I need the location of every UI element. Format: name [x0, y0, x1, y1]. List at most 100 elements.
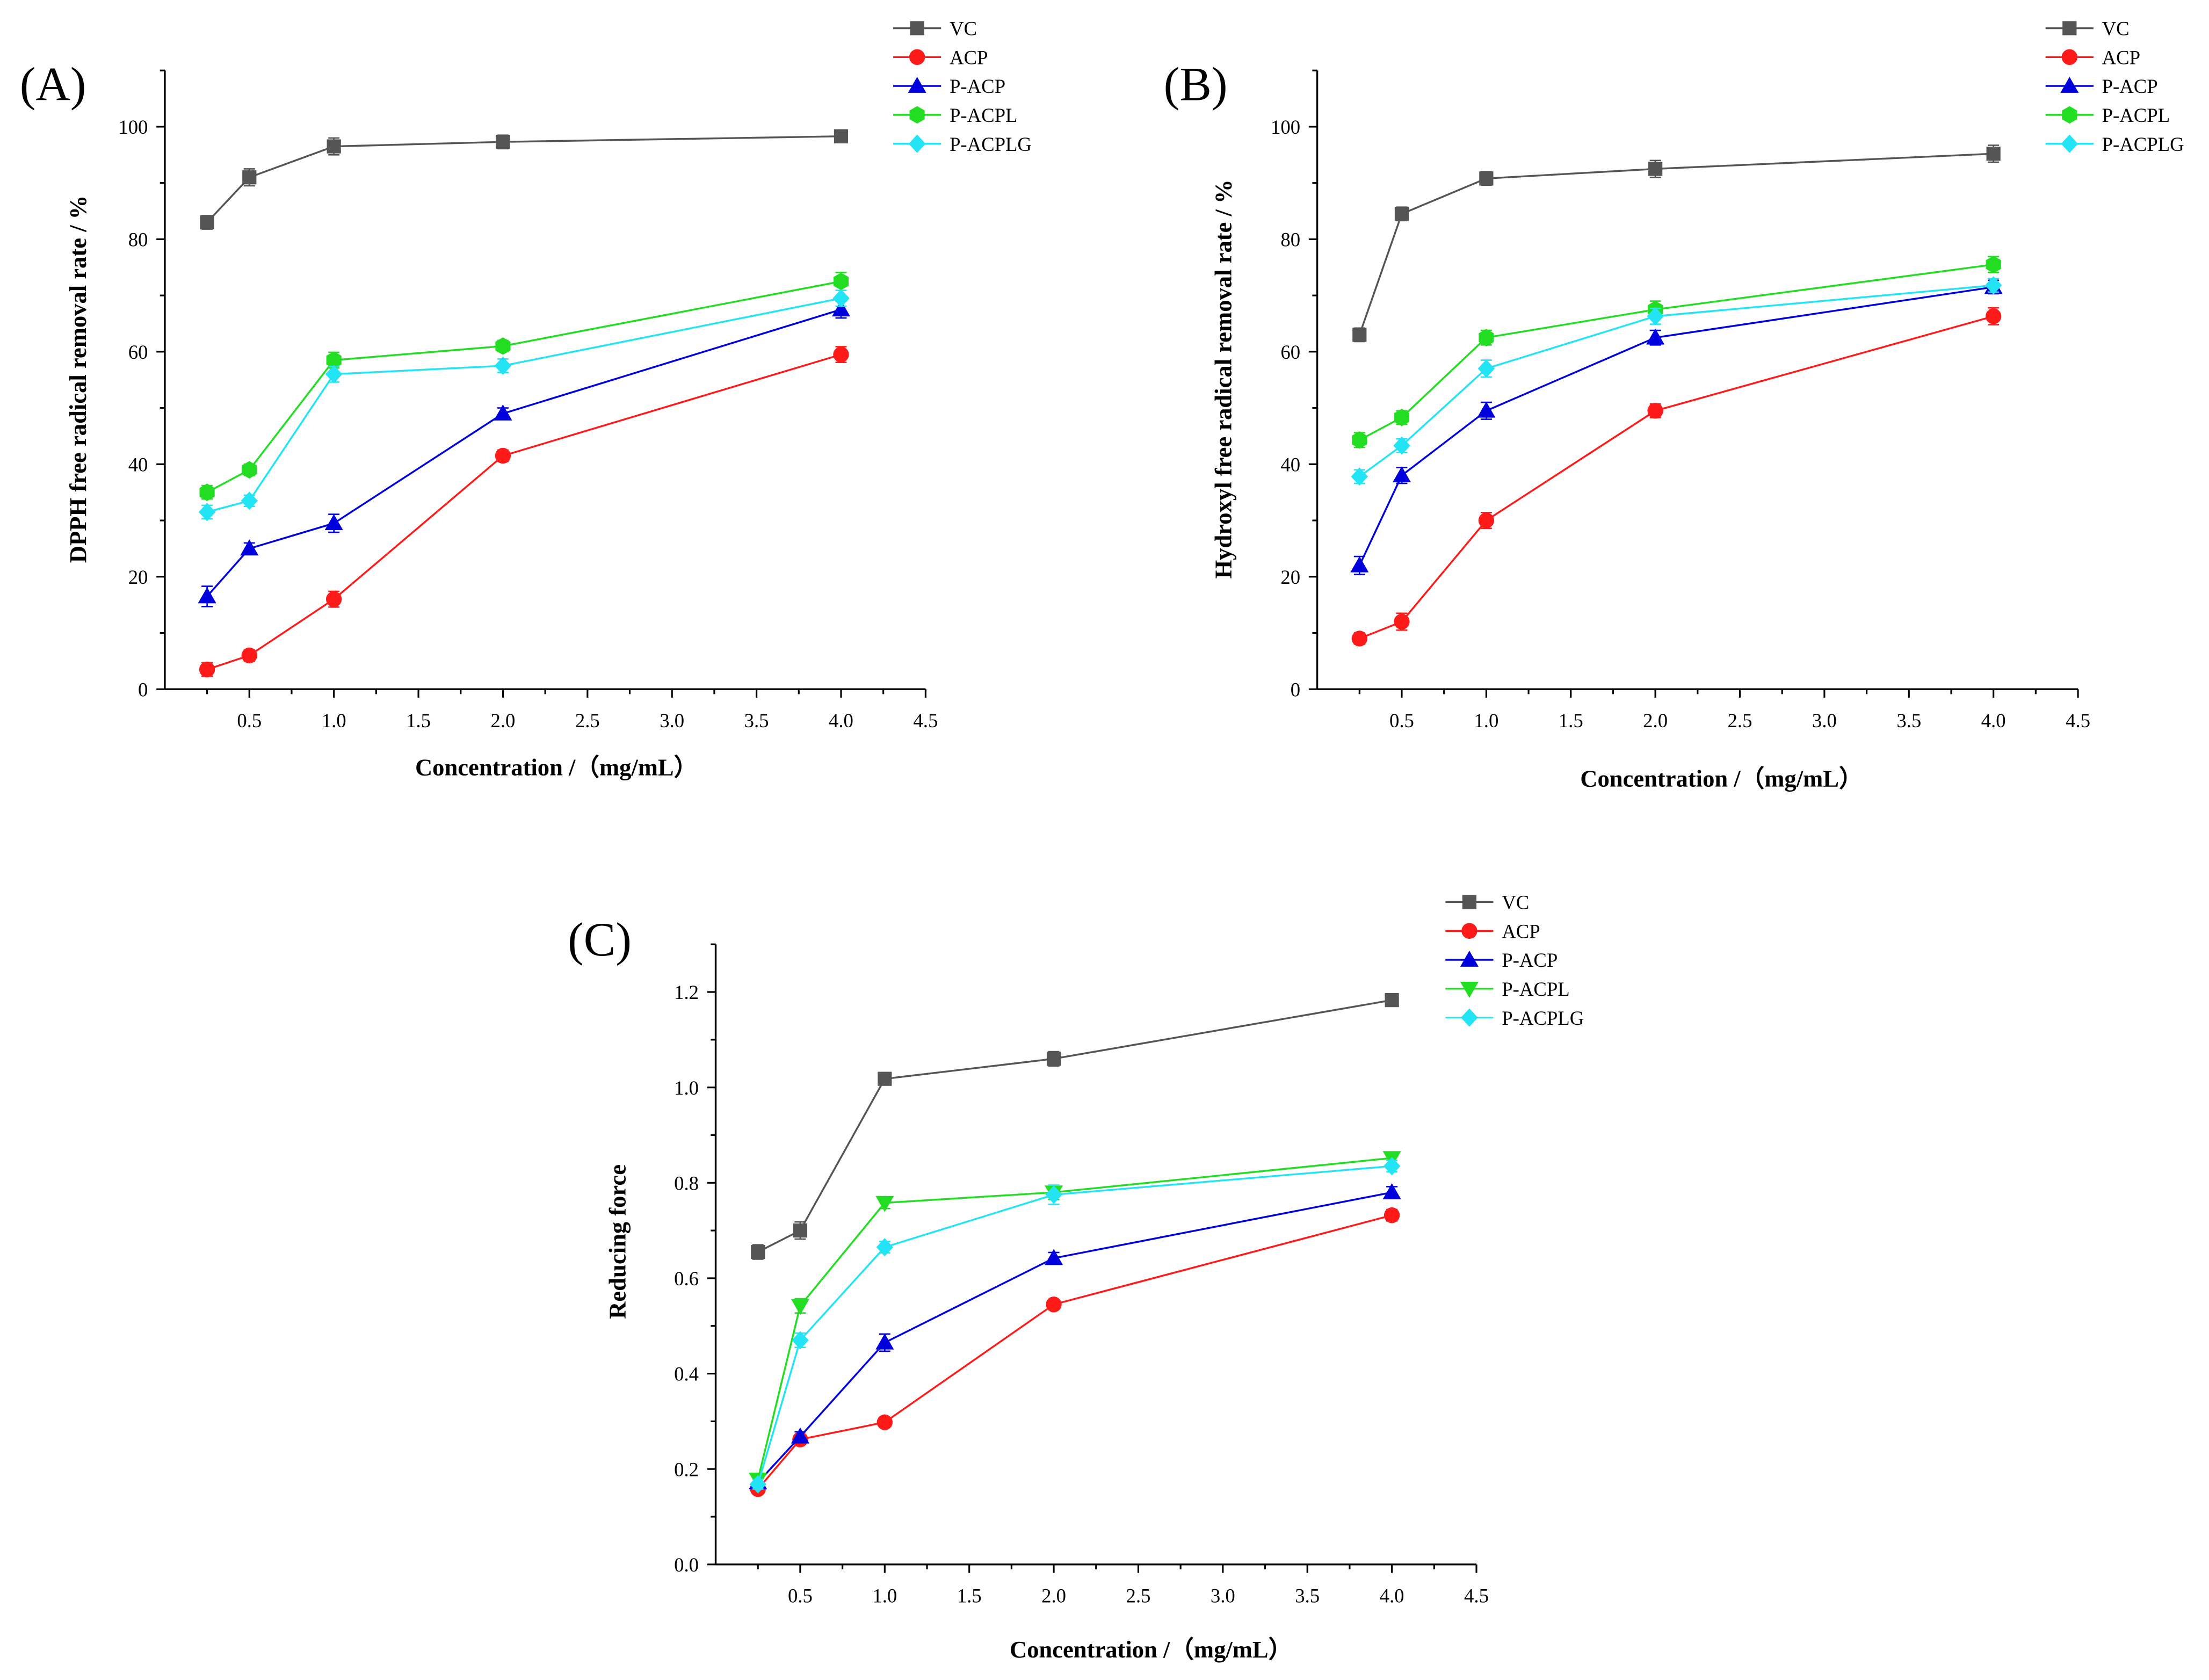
panel-b-point-p-acplg: [1393, 436, 1410, 455]
panel-c-label: (C): [568, 914, 632, 966]
panel-a-x-axis-title: Concentration /（mg/mL）: [415, 754, 698, 780]
panel-a-y-tick-label: 0: [138, 678, 148, 700]
panel-b-legend-label-vc: VC: [2102, 18, 2130, 40]
panel-b-legend-item-p-acplg: P-ACPLG: [2045, 133, 2184, 155]
panel-a: (A) 0.5 1.0 1.5 2.0 2.5 3.0 3.5 4.0 4.5 0 20 40 60 80 1…: [20, 18, 1032, 781]
panel-a-y-tick-label: 60: [128, 341, 148, 363]
panel-a-y-tick-label: 40: [128, 453, 148, 475]
panel-b-point-vc: [1352, 328, 1367, 342]
panel-a-x-tick-label: 1.5: [406, 709, 431, 732]
panel-a-point-p-acplg: [241, 491, 258, 510]
panel-a-x-tick-label: 2.0: [490, 709, 515, 732]
panel-a-legend-label-p-acp: P-ACP: [950, 75, 1005, 97]
panel-a-legend-marker-vc: [910, 21, 924, 35]
panel-c-legend-marker-p-acpl: [1460, 982, 1479, 998]
panel-b-point-p-acpl: [1352, 431, 1367, 449]
panel-a-legend-item-acp: ACP: [893, 46, 988, 68]
panel-a-line-p-acplg: [207, 297, 842, 513]
panel-b-y-tick-label: 100: [1271, 116, 1300, 138]
panel-b-point-acp: [1394, 613, 1410, 630]
panel-a-line-p-acpl: [206, 280, 842, 494]
panel-b-line-vc: [1358, 153, 1994, 335]
panel-a-point-acp: [833, 346, 849, 363]
panel-a-x-tick-label: 1.0: [322, 709, 346, 732]
panel-b-x-tick-label: 3.0: [1812, 709, 1837, 732]
panel-b-x-tick-label: 2.5: [1728, 709, 1752, 732]
panel-c-y-tick-label: 0.4: [674, 1363, 699, 1385]
panel-a-point-p-acpl: [326, 351, 342, 369]
panel-c-legend-item-p-acp: P-ACP: [1445, 949, 1558, 971]
panel-b-legend-item-acp: ACP: [2045, 46, 2140, 68]
panel-c-x-axis-title: Concentration /（mg/mL）: [1010, 1636, 1292, 1663]
panel-a-x-tick-label: 4.0: [829, 709, 853, 732]
panel-a-point-vc: [496, 135, 510, 149]
panel-b-x-tick-label: 1.5: [1559, 709, 1583, 732]
panel-a-series-vc: [200, 129, 849, 230]
panel-c-point-p-acp: [1382, 1183, 1401, 1199]
panel-b: (B) 0.5 1.0 1.5 2.0 2.5 3.0 3.5 4.0 4.5 0 20 40 60 80 1…: [1164, 18, 2184, 792]
panel-b-point-acp: [1647, 403, 1663, 419]
panel-c-x-tick-label: 1.0: [872, 1585, 897, 1607]
panel-c-legend-label-p-acplg: P-ACPLG: [1502, 1007, 1584, 1029]
panel-a-point-p-acpl: [495, 337, 511, 355]
panel-c-legend-item-acp: ACP: [1445, 920, 1540, 942]
panel-a-x-tick-label: 2.5: [575, 709, 600, 732]
panel-b-y-tick-label: 0: [1291, 678, 1300, 700]
panel-a-y-axis-title: DPPH free radical removal rate / %: [64, 195, 91, 563]
panel-c-point-p-acpl: [875, 1196, 894, 1212]
panel-a-x-tick-label: 3.5: [744, 709, 769, 732]
panel-a-point-vc: [834, 129, 849, 143]
panel-c-legend-item-vc: VC: [1445, 892, 1529, 914]
panel-a-point-p-acpl: [199, 483, 215, 501]
panel-a-legend-label-p-acplg: P-ACPLG: [950, 133, 1032, 155]
panel-c-series-acp: [750, 1207, 1400, 1497]
panel-a-point-p-acp: [324, 514, 343, 531]
panel-b-y-tick-label: 20: [1280, 566, 1300, 588]
panel-a-point-p-acplg: [494, 356, 512, 375]
panel-b-point-acp: [1478, 512, 1495, 528]
panel-c-point-p-acp: [1045, 1249, 1063, 1265]
panel-b-x-tick-label: 1.0: [1474, 709, 1498, 732]
panel-b-legend-label-acp: ACP: [2102, 46, 2140, 68]
panel-c-y-tick-label: 0.6: [674, 1268, 699, 1290]
panel-a-point-p-acpl: [242, 461, 257, 479]
panel-c-legend-label-acp: ACP: [1502, 920, 1540, 942]
panel-c-x-tick-label: 4.0: [1380, 1585, 1404, 1607]
panel-b-legend-item-p-acpl: P-ACPL: [2045, 104, 2170, 126]
panel-c-legend-marker-acp: [1461, 923, 1478, 939]
panel-c-point-p-acp: [875, 1333, 894, 1350]
panel-c-legend-item-p-acplg: P-ACPLG: [1445, 1007, 1584, 1029]
panel-c-line-p-acpl: [757, 1157, 1392, 1480]
panel-b-x-tick-label: 3.5: [1896, 709, 1921, 732]
panel-c: (C) 0.5 1.0 1.5 2.0 2.5 3.0 3.5 4.0 4.5 0.0 0.2 0.4 0…: [568, 892, 1584, 1663]
panel-a-legend-marker-p-acp: [908, 77, 926, 93]
panel-c-point-p-acplg: [1045, 1185, 1062, 1204]
panel-b-point-p-acplg: [1351, 467, 1368, 486]
panel-a-x-tick-label: 0.5: [237, 709, 262, 732]
panel-c-point-vc: [878, 1071, 892, 1086]
panel-b-point-vc: [1648, 162, 1663, 176]
panel-a-legend-marker-p-acplg: [908, 134, 926, 153]
panel-c-y-tick-label: 1.0: [674, 1077, 699, 1099]
panel-b-point-p-acpl: [1479, 329, 1494, 346]
panel-c-x-tick-label: 3.0: [1211, 1585, 1235, 1607]
panel-c-y-tick-label: 0.2: [674, 1458, 699, 1480]
panel-b-point-p-acp: [1392, 466, 1411, 483]
panel-c-line-p-acplg: [757, 1165, 1392, 1485]
panel-a-line-p-acp: [206, 308, 842, 597]
panel-c-series-p-acplg: [749, 1157, 1401, 1494]
panel-a-legend-item-p-acpl: P-ACPL: [893, 104, 1017, 126]
panel-a-series-acp: [199, 346, 849, 678]
panel-b-legend-marker-vc: [2062, 21, 2077, 35]
panel-c-line-p-acp: [757, 1191, 1392, 1483]
panel-a-legend-item-vc: VC: [893, 18, 977, 40]
panel-a-point-vc: [327, 139, 341, 154]
panel-c-legend-label-vc: VC: [1502, 892, 1529, 914]
panel-a-point-p-acplg: [832, 289, 850, 308]
panel-a-point-p-acplg: [198, 503, 216, 522]
panel-a-point-acp: [495, 447, 511, 464]
panel-c-point-vc: [793, 1223, 808, 1238]
panel-b-line-acp: [1359, 315, 1994, 640]
panel-c-legend: VC ACP P-ACP P-ACPL P-ACPLG: [1445, 892, 1584, 1029]
